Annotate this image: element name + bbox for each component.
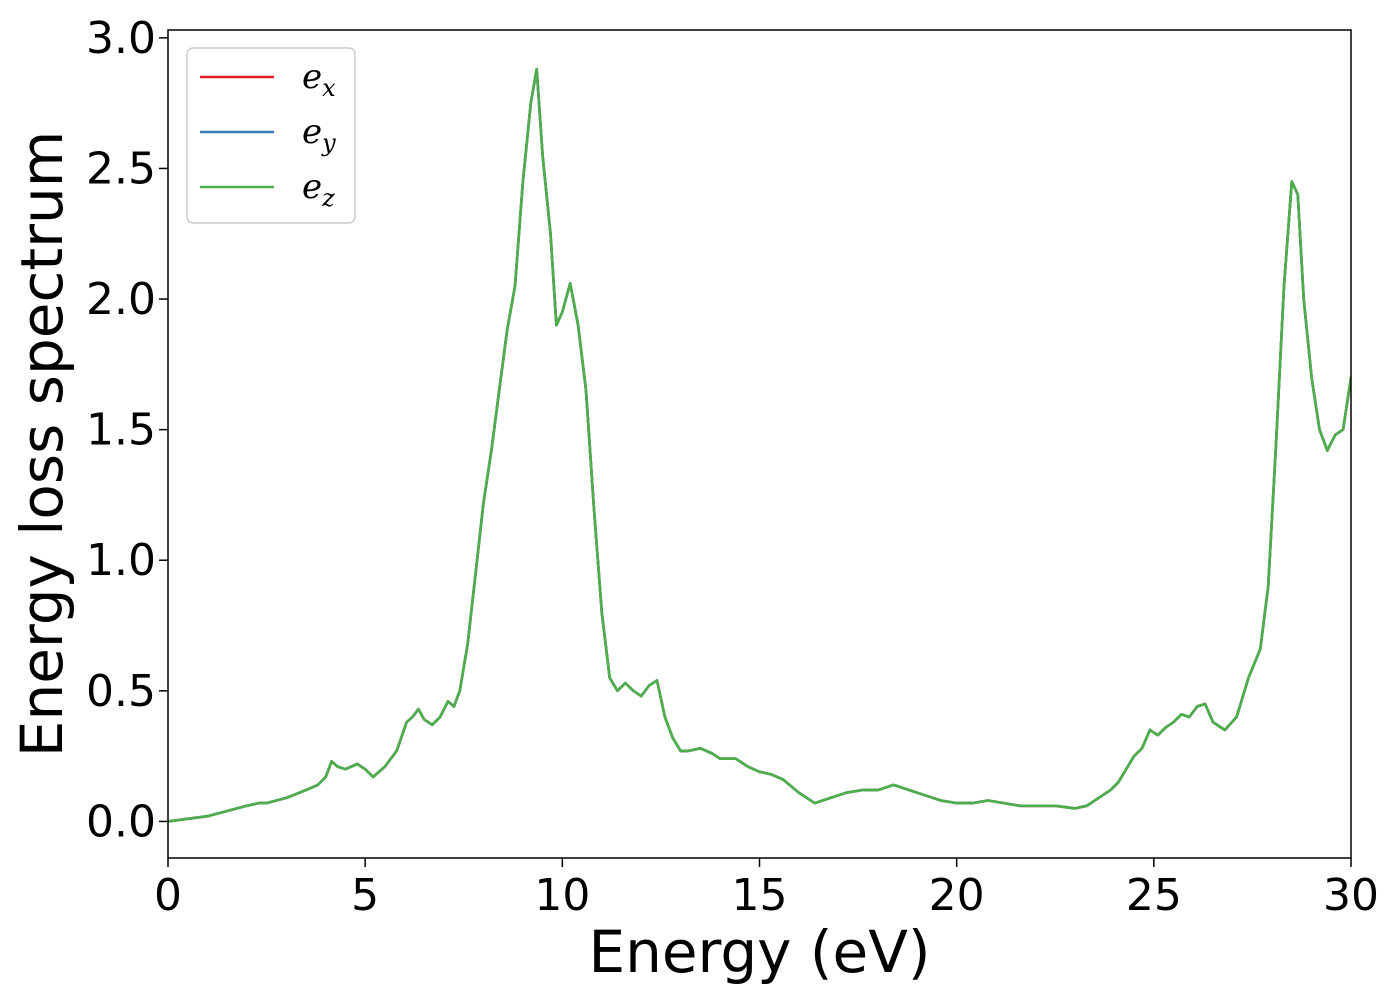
x-axis-label: Energy (eV) [588, 918, 930, 986]
y-tick-label: 3.0 [86, 13, 156, 64]
y-tick-label: 1.5 [86, 405, 156, 456]
series-layer [168, 67, 1351, 823]
legend-label: ex [302, 57, 336, 102]
x-tick-label: 5 [351, 870, 379, 921]
legend-label-subscript: x [322, 74, 336, 102]
x-tick-label: 0 [154, 870, 182, 921]
legend-label: ey [302, 112, 336, 157]
y-tick-label: 1.0 [86, 535, 156, 586]
legend-label-base: e [302, 57, 322, 97]
series-line-e-z [168, 67, 1351, 823]
legend-label-subscript: z [321, 184, 335, 212]
x-tick-label: 30 [1323, 870, 1379, 921]
legend-label-base: e [302, 112, 322, 152]
y-tick-label: 0.5 [86, 666, 156, 717]
y-axis-ticks: 0.0 0.5 1.0 1.5 2.0 2.5 3.0 [86, 13, 168, 847]
x-tick-label: 20 [929, 870, 985, 921]
legend-label: ez [302, 167, 335, 212]
x-tick-label: 15 [732, 870, 788, 921]
x-axis-ticks: 0 5 10 15 20 25 30 [154, 858, 1379, 921]
y-axis-label: Energy loss spectrum [8, 131, 76, 757]
y-tick-label: 2.5 [86, 143, 156, 194]
y-tick-label: 0.0 [86, 796, 156, 847]
y-tick-label: 2.0 [86, 274, 156, 325]
x-tick-label: 25 [1126, 870, 1182, 921]
legend-label-subscript: y [321, 129, 336, 157]
legend-label-base: e [302, 167, 322, 207]
x-tick-label: 10 [534, 870, 590, 921]
legend-box [186, 47, 356, 224]
